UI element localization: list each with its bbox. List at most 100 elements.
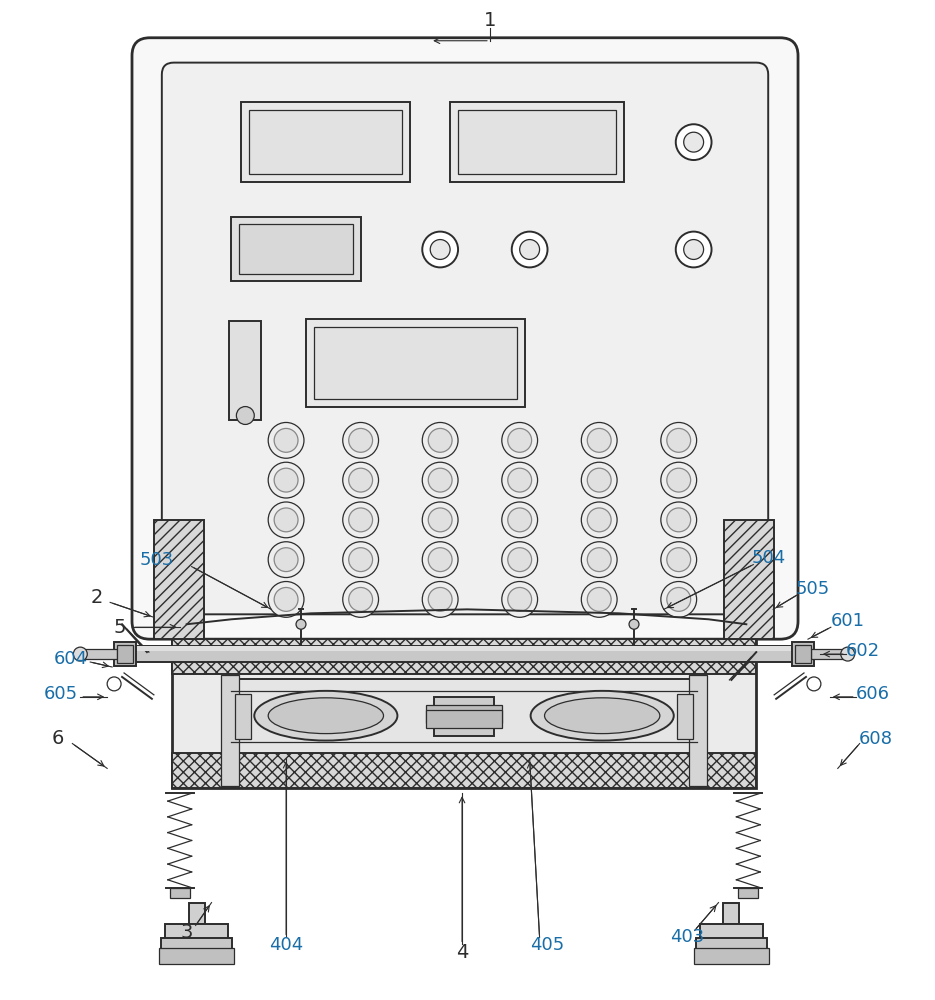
FancyBboxPatch shape (162, 63, 769, 614)
Circle shape (667, 428, 691, 452)
Text: 404: 404 (269, 936, 303, 954)
Circle shape (274, 508, 298, 532)
Text: 405: 405 (530, 936, 565, 954)
Bar (170, 888, 190, 898)
Circle shape (296, 619, 306, 629)
Circle shape (108, 677, 121, 691)
Bar (811, 649, 846, 659)
Bar (222, 675, 239, 786)
Bar (231, 217, 361, 281)
Circle shape (676, 124, 712, 160)
Circle shape (582, 542, 617, 578)
Bar (172, 639, 756, 674)
Circle shape (423, 422, 458, 458)
Circle shape (430, 240, 450, 259)
Circle shape (807, 677, 821, 691)
Circle shape (661, 462, 697, 498)
Circle shape (587, 508, 611, 532)
Circle shape (582, 422, 617, 458)
Circle shape (268, 582, 304, 617)
Circle shape (520, 240, 539, 259)
Bar (159, 948, 235, 964)
Circle shape (343, 422, 379, 458)
Bar (239, 224, 352, 274)
Circle shape (508, 508, 532, 532)
Bar (161, 938, 233, 950)
Circle shape (582, 502, 617, 538)
Bar (795, 645, 811, 663)
Circle shape (274, 468, 298, 492)
Circle shape (661, 542, 697, 578)
Bar (739, 888, 758, 898)
Text: 4: 4 (456, 943, 468, 962)
Circle shape (582, 582, 617, 617)
Circle shape (502, 422, 538, 458)
Bar (696, 938, 768, 950)
Circle shape (508, 587, 532, 611)
Circle shape (274, 428, 298, 452)
Text: 606: 606 (856, 685, 889, 703)
Circle shape (683, 240, 704, 259)
Circle shape (274, 548, 298, 572)
Bar (314, 327, 517, 399)
Text: 1: 1 (483, 11, 496, 30)
Circle shape (268, 462, 304, 498)
Bar (434, 697, 494, 736)
Text: 2: 2 (91, 588, 104, 607)
Bar (229, 321, 261, 420)
Circle shape (274, 587, 298, 611)
Bar (154, 520, 204, 639)
Circle shape (423, 232, 458, 267)
Circle shape (268, 502, 304, 538)
Circle shape (676, 232, 712, 267)
Circle shape (343, 542, 379, 578)
Circle shape (428, 468, 453, 492)
Text: 3: 3 (180, 923, 193, 942)
Text: 604: 604 (53, 650, 88, 668)
Circle shape (73, 647, 87, 661)
Text: 602: 602 (845, 642, 880, 660)
Circle shape (349, 508, 372, 532)
Circle shape (428, 508, 453, 532)
Circle shape (502, 502, 538, 538)
Circle shape (349, 428, 372, 452)
Circle shape (502, 462, 538, 498)
Circle shape (428, 428, 453, 452)
Circle shape (423, 582, 458, 617)
Circle shape (508, 428, 532, 452)
Bar (122, 646, 806, 651)
Bar (426, 705, 502, 723)
Bar (426, 710, 502, 728)
Circle shape (661, 582, 697, 617)
Bar (694, 948, 770, 964)
Bar (236, 694, 252, 739)
Circle shape (511, 232, 548, 267)
Circle shape (508, 548, 532, 572)
Ellipse shape (268, 698, 383, 734)
Bar (689, 675, 707, 786)
Circle shape (667, 548, 691, 572)
Circle shape (587, 587, 611, 611)
Circle shape (502, 542, 538, 578)
Circle shape (343, 462, 379, 498)
Bar (114, 642, 136, 666)
Circle shape (629, 619, 639, 629)
Bar (189, 903, 205, 924)
Circle shape (587, 428, 611, 452)
Bar (792, 642, 814, 666)
Bar (699, 924, 763, 940)
Circle shape (349, 468, 372, 492)
Bar (250, 110, 402, 174)
Bar (725, 520, 774, 639)
Circle shape (428, 587, 453, 611)
Circle shape (683, 132, 704, 152)
Text: 505: 505 (796, 580, 830, 598)
Circle shape (423, 502, 458, 538)
Bar (122, 646, 806, 662)
Circle shape (587, 548, 611, 572)
Circle shape (343, 582, 379, 617)
Text: 601: 601 (830, 612, 865, 630)
Bar (724, 903, 740, 924)
Circle shape (661, 502, 697, 538)
Bar (172, 753, 756, 788)
